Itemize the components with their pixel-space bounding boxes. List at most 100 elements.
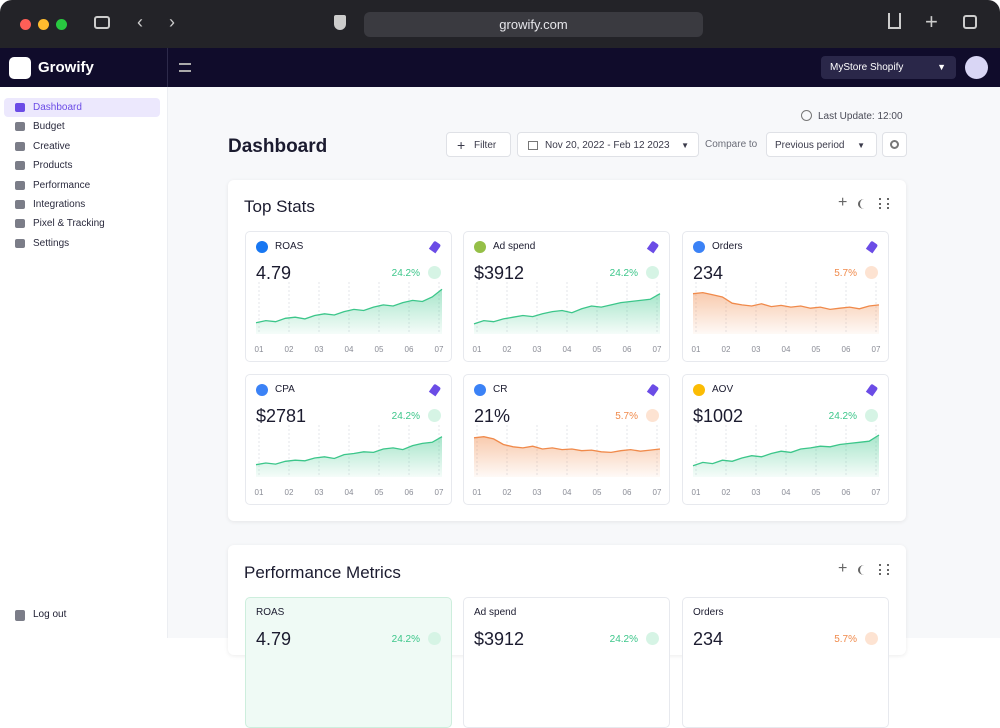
clock-icon xyxy=(801,110,812,121)
minimize-button[interactable] xyxy=(38,19,49,30)
change-badge xyxy=(428,266,441,279)
x-tick-label: 03 xyxy=(533,488,542,497)
x-tick-label: 05 xyxy=(375,345,384,354)
compare-select[interactable]: Previous period ▼ xyxy=(766,132,877,157)
sparkline-area xyxy=(474,436,660,477)
x-tick-label: 01 xyxy=(255,488,264,497)
share-button[interactable] xyxy=(858,199,870,209)
card-change: 24.2% xyxy=(609,268,638,279)
filter-button[interactable]: + Filter xyxy=(446,132,511,157)
x-tick-label: 01 xyxy=(692,345,701,354)
card-name: Orders xyxy=(712,241,743,252)
share-button[interactable] xyxy=(858,565,870,575)
logout[interactable]: Log out xyxy=(33,609,67,620)
x-tick-label: 06 xyxy=(842,488,851,497)
x-tick-label: 01 xyxy=(473,345,482,354)
x-tick-label: 05 xyxy=(375,488,384,497)
card-change: 24.2% xyxy=(391,268,420,279)
sparkline-line xyxy=(255,288,443,324)
card-name: Orders xyxy=(693,607,724,618)
back-button[interactable]: ‹ xyxy=(137,12,143,32)
maximize-button[interactable] xyxy=(56,19,67,30)
sidebar-toggle[interactable] xyxy=(94,16,110,29)
x-tick-label: 03 xyxy=(752,345,761,354)
nav-item[interactable]: Integrations xyxy=(4,195,160,214)
panel-title: Top Stats xyxy=(244,197,315,216)
add-button[interactable]: + xyxy=(838,194,848,211)
nav-label: Products xyxy=(33,160,73,172)
drag-handle[interactable] xyxy=(879,198,889,209)
change-badge xyxy=(428,632,441,645)
source-icon xyxy=(256,241,268,253)
card-change: 24.2% xyxy=(828,411,857,422)
close-button[interactable] xyxy=(20,19,31,30)
x-tick-label: 02 xyxy=(503,345,512,354)
card-name: Ad spend xyxy=(493,241,536,252)
card-change: 24.2% xyxy=(391,634,420,645)
nav-item[interactable]: Budget xyxy=(4,117,160,136)
x-tick-label: 02 xyxy=(722,488,731,497)
x-tick-label: 05 xyxy=(593,488,602,497)
x-tick-label: 02 xyxy=(722,345,731,354)
tabs-button[interactable] xyxy=(963,15,977,29)
url-bar[interactable]: growify.com xyxy=(364,12,703,37)
nav-item[interactable]: Products xyxy=(4,156,160,175)
drag-handle[interactable] xyxy=(879,564,889,575)
card-change: 5.7% xyxy=(834,634,857,645)
x-tick-label: 03 xyxy=(533,345,542,354)
store-name: MyStore Shopify xyxy=(830,62,904,73)
nav-icon xyxy=(15,180,25,190)
new-tab-button[interactable]: + xyxy=(925,9,938,34)
nav-item[interactable]: Settings xyxy=(4,234,160,253)
nav-item[interactable]: Creative xyxy=(4,137,160,156)
forward-button[interactable]: › xyxy=(169,12,175,32)
stat-card: AOV $1002 24.2% 01 02 03 04 05 06 07 xyxy=(682,374,889,505)
x-tick-label: 03 xyxy=(315,345,324,354)
card-value: 234 xyxy=(693,263,724,283)
change-badge xyxy=(428,409,441,422)
sparkline-area xyxy=(693,292,879,334)
card-name: AOV xyxy=(712,384,734,395)
card-name: Ad spend xyxy=(474,607,517,618)
card-value: $3912 xyxy=(474,629,525,649)
sparkline-area xyxy=(693,435,879,477)
logo xyxy=(9,57,31,79)
nav-item[interactable]: Performance xyxy=(4,176,160,195)
change-badge xyxy=(865,409,878,422)
x-tick-label: 06 xyxy=(842,345,851,354)
x-tick-label: 07 xyxy=(435,345,444,354)
store-select[interactable]: MyStore Shopify ▼ xyxy=(821,56,956,79)
card-name: CR xyxy=(493,384,508,395)
stat-card: Ad spend $3912 24.2% 01 02 03 04 05 06 07 xyxy=(463,231,670,362)
x-tick-label: 03 xyxy=(752,488,761,497)
nav-label: Integrations xyxy=(33,199,86,210)
metric-card: Orders 234 5.7% xyxy=(682,597,889,728)
x-tick-label: 01 xyxy=(255,345,264,354)
x-tick-label: 04 xyxy=(345,488,354,497)
nav-icon xyxy=(15,219,25,229)
card-value: 4.79 xyxy=(256,629,292,649)
avatar[interactable] xyxy=(965,56,988,79)
nav-item[interactable]: Pixel & Tracking xyxy=(4,214,160,233)
settings-button[interactable] xyxy=(882,132,907,157)
nav-icon xyxy=(15,141,25,151)
share-button[interactable] xyxy=(888,13,901,29)
nav-label: Budget xyxy=(33,121,65,133)
nav-item[interactable]: Dashboard xyxy=(4,98,160,117)
add-button[interactable]: + xyxy=(838,560,848,577)
metric-card: Ad spend $3912 24.2% xyxy=(463,597,670,728)
date-range: Nov 20, 2022 - Feb 12 2023 xyxy=(545,140,670,151)
stat-card: Orders 234 5.7% 01 02 03 04 05 06 07 xyxy=(682,231,889,362)
menu-button[interactable] xyxy=(179,63,191,72)
x-tick-label: 04 xyxy=(563,488,572,497)
card-value: 4.79 xyxy=(256,263,292,283)
last-update: Last Update: 12:00 xyxy=(818,111,903,122)
sparkline: 01 02 03 04 05 06 07 xyxy=(473,425,662,497)
logout-icon xyxy=(15,610,25,621)
x-tick-label: 06 xyxy=(405,345,414,354)
date-picker[interactable]: Nov 20, 2022 - Feb 12 2023 ▼ xyxy=(517,132,699,157)
x-tick-label: 04 xyxy=(782,488,791,497)
x-tick-label: 01 xyxy=(692,488,701,497)
panel-title: Performance Metrics xyxy=(244,563,401,582)
shield-icon xyxy=(334,15,346,30)
